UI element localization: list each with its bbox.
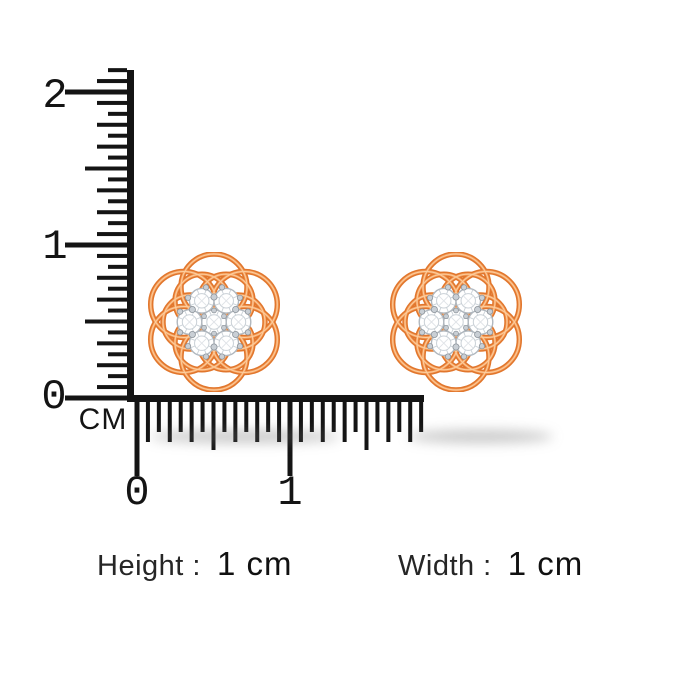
earring-shadow-left — [150, 430, 340, 443]
horizontal-ruler-label-0cm: 0 — [124, 469, 150, 517]
vertical-ruler-label-0cm: 0 — [41, 373, 67, 421]
height-value: 1 cm — [216, 545, 293, 582]
vertical-ruler-label-1cm: 1 — [42, 223, 68, 271]
earring-left-image — [147, 252, 281, 392]
earring-right-image — [389, 252, 523, 392]
height-label: Height : — [97, 550, 201, 582]
earring-shadow-right — [408, 430, 553, 443]
vertical-ruler-label-2cm: 2 — [42, 72, 68, 120]
height-dimension: Height : 1 cm — [97, 545, 292, 583]
width-value: 1 cm — [507, 545, 584, 582]
width-dimension: Width : 1 cm — [398, 545, 583, 583]
ruler-unit-label: CM — [78, 403, 128, 436]
width-label: Width : — [398, 550, 492, 582]
horizontal-ruler-label-1cm: 1 — [277, 469, 303, 517]
